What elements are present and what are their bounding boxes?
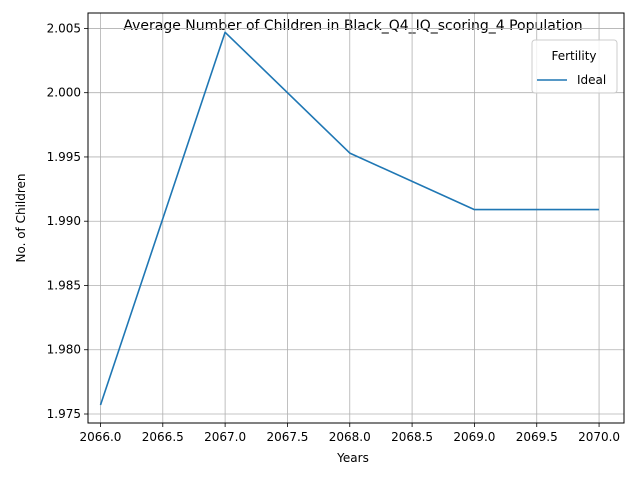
y-axis-label: No. of Children xyxy=(14,173,28,262)
legend-label: Ideal xyxy=(577,73,606,87)
y-tick-label: 2.000 xyxy=(47,86,81,100)
x-axis-label: Years xyxy=(336,451,369,465)
series-line-ideal xyxy=(99,31,600,406)
ticks: 2066.0 2066.5 2067.0 2067.5 2068.0 2068.5 2069… xyxy=(47,21,620,444)
x-tick-label: 2068.5 xyxy=(391,430,433,444)
x-tick-label: 2068.0 xyxy=(329,430,371,444)
x-tick-label: 2069.5 xyxy=(516,430,558,444)
series-layer xyxy=(99,31,600,406)
legend: Fertility Ideal xyxy=(531,39,618,94)
x-tick-label: 2066.5 xyxy=(142,430,184,444)
x-tick-label: 2067.0 xyxy=(204,430,246,444)
x-tick-label: 2067.5 xyxy=(266,430,308,444)
y-tick-label: 1.995 xyxy=(47,150,81,164)
x-tick-label: 2066.0 xyxy=(79,430,121,444)
plot-frame xyxy=(87,12,625,424)
y-tick-label: 2.005 xyxy=(47,21,81,35)
x-tick-label: 2069.0 xyxy=(453,430,495,444)
y-tick-label: 1.975 xyxy=(47,407,81,421)
y-tick-label: 1.985 xyxy=(47,278,81,292)
y-tick-label: 1.990 xyxy=(47,214,81,228)
y-tick-label: 1.980 xyxy=(47,343,81,357)
legend-title: Fertility xyxy=(551,49,596,63)
x-tick-label: 2070.0 xyxy=(578,430,620,444)
chart-title: Average Number of Children in Black_Q4_I… xyxy=(123,18,582,34)
